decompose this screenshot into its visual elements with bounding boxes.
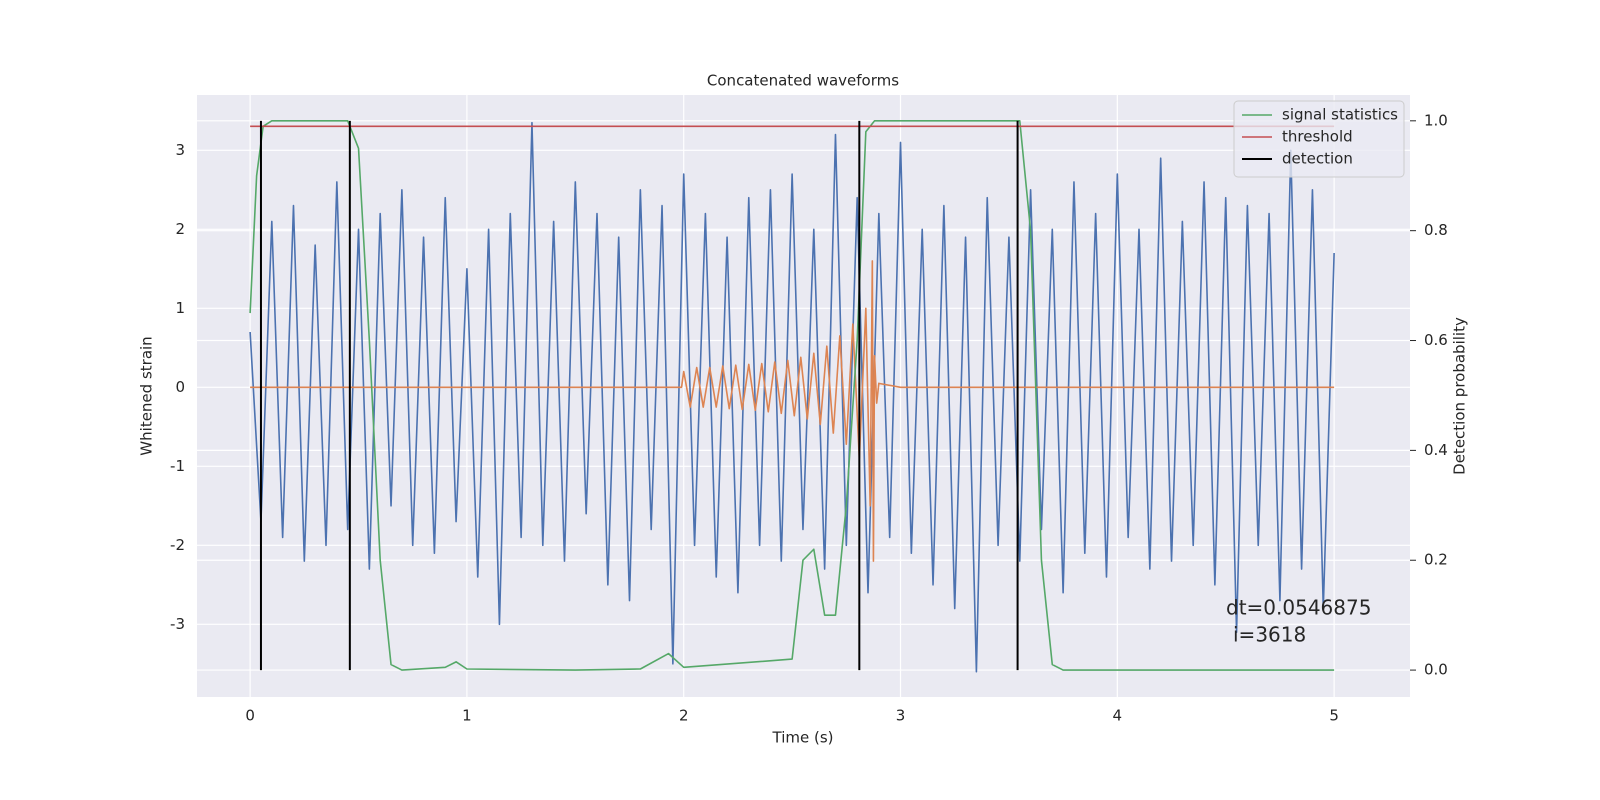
annotation: dt=0.0546875 (1226, 596, 1371, 620)
series-line (250, 260, 1335, 562)
y2-axis-label: Detection probability (1451, 317, 1469, 475)
y2-tick-label: 1.0 (1424, 111, 1448, 129)
x-tick-label: 2 (679, 707, 689, 725)
legend-label: threshold (1282, 128, 1353, 146)
y2-tick-label: 0.2 (1424, 551, 1448, 569)
y-tick-label: -2 (170, 536, 185, 554)
y-tick-label: 1 (175, 299, 185, 317)
legend-label: signal statistics (1282, 106, 1398, 124)
y2-tick-label: 0.8 (1424, 221, 1448, 239)
annotation: i=3618 (1233, 623, 1306, 647)
y-tick-label: -3 (170, 615, 185, 633)
x-axis-label: Time (s) (772, 729, 834, 747)
y2-tick-label: 0.0 (1424, 661, 1448, 679)
x-tick-label: 4 (1113, 707, 1123, 725)
chart-title: Concatenated waveforms (707, 72, 899, 90)
y-tick-label: 0 (175, 378, 185, 396)
x-tick-label: 1 (462, 707, 472, 725)
y-tick-label: 3 (175, 141, 185, 159)
y2-tick-label: 0.6 (1424, 331, 1448, 349)
y-tick-label: -1 (170, 457, 185, 475)
y2-tick-label: 0.4 (1424, 441, 1448, 459)
legend: signal statistics threshold detection (1233, 100, 1405, 178)
legend-label: detection (1282, 150, 1353, 168)
x-tick-label: 0 (245, 707, 255, 725)
y-axis-label: Whitened strain (138, 336, 156, 455)
plot-area (197, 95, 1410, 697)
y-tick-label: 2 (175, 220, 185, 238)
series-line (249, 120, 1335, 671)
x-tick-label: 5 (1329, 707, 1339, 725)
series-line (249, 121, 1335, 673)
legend-box (1233, 100, 1405, 178)
x-tick-label: 3 (896, 707, 906, 725)
marks (249, 120, 1335, 673)
